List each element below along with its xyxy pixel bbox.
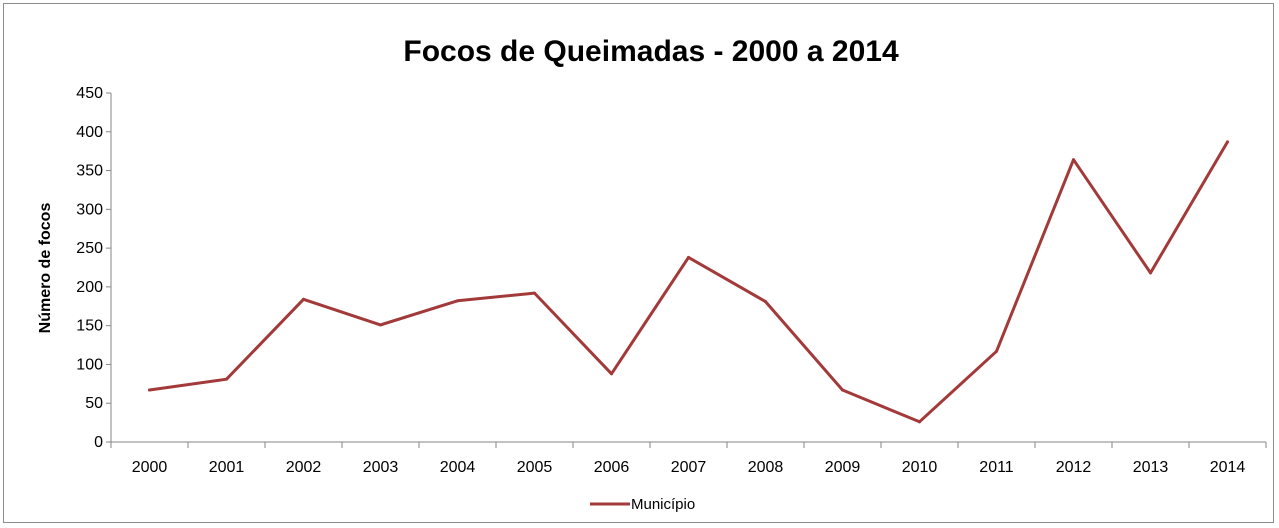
y-tick-label: 50 [85, 395, 103, 412]
y-tick-label: 450 [76, 85, 103, 102]
x-tick-label: 2006 [594, 459, 630, 476]
y-tick-label: 250 [76, 240, 103, 257]
y-tick-label: 200 [76, 279, 103, 296]
x-tick-label: 2008 [748, 459, 784, 476]
data-point [148, 388, 151, 392]
y-tick-label: 100 [76, 356, 103, 373]
x-tick-label: 2002 [286, 459, 322, 476]
data-point [995, 349, 998, 353]
data-point [1149, 271, 1152, 275]
y-tick-label: 0 [94, 434, 103, 451]
y-tick-label: 350 [76, 163, 103, 180]
data-point [687, 255, 690, 259]
x-tick-label: 2009 [825, 459, 861, 476]
series-layer [148, 140, 1229, 424]
x-axis-ticks: 2000 2001 2002 2003 2004 2005 2006 2007 2008 2009… [110, 442, 1267, 476]
x-tick-label: 2010 [902, 459, 938, 476]
data-point [764, 300, 767, 304]
y-axis-ticks: 0 50 100 150 200 250 300 350 400 450 [76, 85, 111, 451]
chart-title: Focos de Queimadas - 2000 a 2014 [403, 35, 899, 68]
data-point [379, 323, 382, 327]
x-tick-label: 2011 [979, 459, 1014, 476]
x-tick-label: 2000 [132, 459, 168, 476]
data-point [302, 297, 305, 301]
legend: Município [590, 496, 695, 513]
data-point [1072, 158, 1075, 162]
x-tick-label: 2005 [517, 459, 553, 476]
data-point [610, 372, 613, 376]
axes [110, 93, 1266, 443]
data-point [918, 420, 921, 424]
y-tick-label: 150 [76, 318, 103, 335]
series-line [148, 140, 1229, 424]
x-tick-label: 2003 [363, 459, 399, 476]
data-point [225, 377, 228, 381]
legend-label: Município [631, 496, 695, 513]
x-tick-label: 2007 [671, 459, 707, 476]
y-axis-title: Número de focos [37, 203, 54, 334]
chart-frame [3, 3, 1274, 523]
data-point [456, 299, 459, 303]
x-tick-label: 2013 [1133, 459, 1169, 476]
x-tick-label: 2004 [440, 459, 476, 476]
data-point [1226, 140, 1229, 144]
y-tick-label: 400 [76, 124, 103, 141]
x-tick-label: 2001 [209, 459, 245, 476]
y-tick-label: 300 [76, 201, 103, 218]
data-point [533, 291, 536, 295]
x-tick-label: 2012 [1056, 459, 1092, 476]
x-tick-label: 2014 [1210, 459, 1246, 476]
data-point [841, 388, 844, 392]
